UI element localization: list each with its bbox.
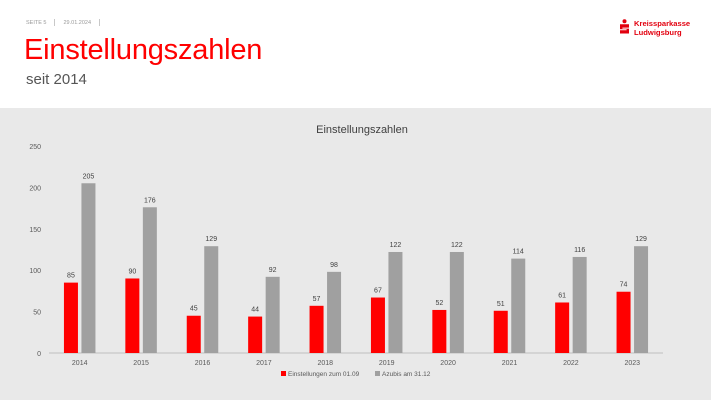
bar-einstellungen <box>616 291 631 353</box>
bar-azubis <box>572 256 587 353</box>
legend-label: Azubis am 31.12 <box>382 371 431 378</box>
chart-title: Einstellungszahlen <box>316 124 408 136</box>
brand-name: Kreissparkasse Ludwigsburg <box>634 19 690 37</box>
bar-einstellungen <box>493 310 508 353</box>
bar-azubis <box>511 258 526 353</box>
x-tick-label: 2015 <box>133 360 149 367</box>
data-label: 176 <box>144 197 156 204</box>
data-label: 90 <box>128 268 136 275</box>
data-label: 92 <box>269 267 277 274</box>
bar-einstellungen <box>186 315 201 353</box>
slide-meta: SEITE 5 29.01.2024 <box>26 19 101 26</box>
bar-einstellungen <box>248 316 263 353</box>
bar-azubis <box>265 276 280 353</box>
data-label: 129 <box>635 236 647 243</box>
data-label: 45 <box>190 306 198 313</box>
x-tick-label: 2020 <box>440 360 456 367</box>
legend-swatch-azubis <box>375 371 380 376</box>
data-label: 205 <box>83 173 95 180</box>
data-label: 85 <box>67 273 75 280</box>
x-tick-label: 2022 <box>563 360 579 367</box>
brand-line-1: Kreissparkasse <box>634 19 691 28</box>
bar-einstellungen <box>370 297 385 353</box>
x-tick-label: 2018 <box>318 360 334 367</box>
bar-azubis <box>449 251 464 353</box>
bar-azubis <box>204 246 219 353</box>
bar-azubis <box>327 271 342 353</box>
slide-date: 29.01.2024 <box>63 19 92 26</box>
sparkasse-s-icon <box>620 19 629 34</box>
data-label: 61 <box>558 292 566 299</box>
x-tick-label: 2014 <box>72 360 88 367</box>
bar-chart: Einstellungszahlen 0 50 100 150 200 250 85 205 20… <box>29 124 663 378</box>
bar-azubis <box>634 246 649 353</box>
data-label: 44 <box>251 307 259 314</box>
data-label: 114 <box>513 249 524 256</box>
legend-swatch-einstellungen <box>281 371 286 376</box>
data-label: 98 <box>330 262 338 269</box>
bar-einstellungen <box>63 282 78 353</box>
data-label: 51 <box>497 301 505 308</box>
meta-separator <box>99 19 101 26</box>
brand-logo: Kreissparkasse Ludwigsburg <box>619 19 690 37</box>
page-title: Einstellungszahlen <box>24 34 263 66</box>
data-label: 67 <box>374 288 382 295</box>
bar-azubis <box>81 183 96 353</box>
page-subtitle: seit 2014 <box>26 71 87 88</box>
bar-azubis <box>142 207 157 353</box>
chart-area: Einstellungszahlen 0 50 100 150 200 250 85 205 20… <box>11 115 677 385</box>
y-tick-label: 50 <box>33 310 41 317</box>
y-tick-label: 100 <box>29 268 41 275</box>
x-tick-label: 2016 <box>195 360 211 367</box>
x-tick-label: 2021 <box>502 360 518 367</box>
meta-separator <box>54 19 56 26</box>
data-label: 122 <box>390 242 402 249</box>
data-label: 116 <box>574 247 585 254</box>
x-tick-label: 2019 <box>379 360 395 367</box>
bar-einstellungen <box>125 278 140 353</box>
bar-azubis <box>388 251 403 353</box>
x-tick-label: 2017 <box>256 360 272 367</box>
page-label: SEITE 5 <box>26 19 47 26</box>
data-label: 74 <box>620 282 628 289</box>
data-label: 122 <box>451 242 463 249</box>
y-tick-label: 200 <box>29 185 41 192</box>
legend-label: Einstellungen zum 01.09 <box>288 371 360 378</box>
bar-einstellungen <box>555 302 570 353</box>
y-tick-label: 250 <box>29 144 41 151</box>
bar-einstellungen <box>432 309 447 353</box>
y-tick-label: 150 <box>29 227 41 234</box>
y-tick-label: 0 <box>37 351 41 358</box>
bar-einstellungen <box>309 305 324 353</box>
brand-line-2: Ludwigsburg <box>634 28 682 37</box>
data-label: 57 <box>313 296 321 303</box>
x-tick-label: 2023 <box>625 360 641 367</box>
data-label: 129 <box>205 236 217 243</box>
data-label: 52 <box>435 300 443 307</box>
